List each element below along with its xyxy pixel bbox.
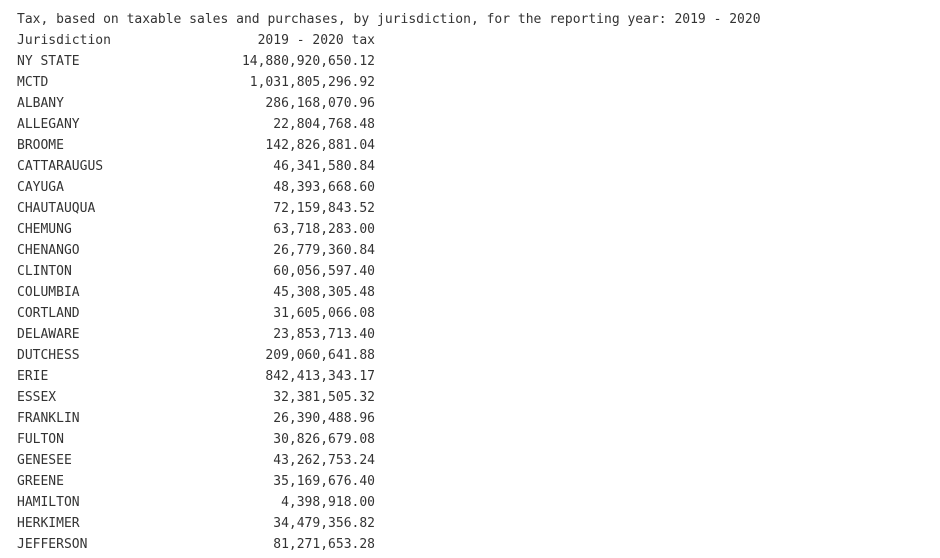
table-header-row: Jurisdiction 2019 - 2020 tax	[17, 30, 761, 51]
table-row: CAYUGA 48,393,668.60	[17, 177, 761, 198]
table-row: GREENE 35,169,676.40	[17, 471, 761, 492]
table-row: ALLEGANY 22,804,768.48	[17, 114, 761, 135]
table-row: CLINTON 60,056,597.40	[17, 261, 761, 282]
cell-tax: 4,398,918.00	[281, 495, 375, 510]
cell-jurisdiction: CAYUGA	[17, 180, 64, 195]
header-tax: 2019 - 2020 tax	[257, 33, 375, 48]
cell-tax: 35,169,676.40	[273, 474, 375, 489]
cell-jurisdiction: HERKIMER	[17, 516, 80, 531]
cell-jurisdiction: CHENANGO	[17, 243, 80, 258]
cell-jurisdiction: GREENE	[17, 474, 64, 489]
table-row: CATTARAUGUS 46,341,580.84	[17, 156, 761, 177]
table-row: DUTCHESS 209,060,641.88	[17, 345, 761, 366]
table-row: ESSEX 32,381,505.32	[17, 387, 761, 408]
table-row: NY STATE 14,880,920,650.12	[17, 51, 761, 72]
cell-tax: 1,031,805,296.92	[249, 75, 375, 90]
cell-jurisdiction: COLUMBIA	[17, 285, 80, 300]
table-row: FRANKLIN 26,390,488.96	[17, 408, 761, 429]
cell-jurisdiction: FULTON	[17, 432, 64, 447]
cell-tax: 60,056,597.40	[273, 264, 375, 279]
cell-tax: 48,393,668.60	[273, 180, 375, 195]
cell-tax: 842,413,343.17	[265, 369, 375, 384]
cell-jurisdiction: ERIE	[17, 369, 49, 384]
cell-jurisdiction: DELAWARE	[17, 327, 80, 342]
table-row: MCTD 1,031,805,296.92	[17, 72, 761, 93]
cell-tax: 22,804,768.48	[273, 117, 375, 132]
cell-tax: 286,168,070.96	[265, 96, 375, 111]
cell-tax: 63,718,283.00	[273, 222, 375, 237]
cell-jurisdiction: ALLEGANY	[17, 117, 80, 132]
table-row: DELAWARE 23,853,713.40	[17, 324, 761, 345]
table-row: HAMILTON 4,398,918.00	[17, 492, 761, 513]
table-row: CHEMUNG 63,718,283.00	[17, 219, 761, 240]
cell-jurisdiction: NY STATE	[17, 54, 80, 69]
cell-jurisdiction: CHEMUNG	[17, 222, 72, 237]
table-row: BROOME 142,826,881.04	[17, 135, 761, 156]
cell-jurisdiction: CLINTON	[17, 264, 72, 279]
cell-tax: 72,159,843.52	[273, 201, 375, 216]
cell-jurisdiction: JEFFERSON	[17, 537, 88, 552]
cell-tax: 46,341,580.84	[273, 159, 375, 174]
cell-jurisdiction: CHAUTAUQUA	[17, 201, 96, 216]
cell-jurisdiction: DUTCHESS	[17, 348, 80, 363]
cell-jurisdiction: FRANKLIN	[17, 411, 80, 426]
table-row: CORTLAND 31,605,066.08	[17, 303, 761, 324]
cell-tax: 32,381,505.32	[273, 390, 375, 405]
cell-jurisdiction: CORTLAND	[17, 306, 80, 321]
cell-jurisdiction: CATTARAUGUS	[17, 159, 104, 174]
table-row: JEFFERSON 81,271,653.28	[17, 534, 761, 555]
cell-tax: 43,262,753.24	[273, 453, 375, 468]
output-title: Tax, based on taxable sales and purchase…	[17, 12, 761, 27]
table-row: CHENANGO 26,779,360.84	[17, 240, 761, 261]
cell-tax: 30,826,679.08	[273, 432, 375, 447]
cell-jurisdiction: GENESEE	[17, 453, 72, 468]
table-row: COLUMBIA 45,308,305.48	[17, 282, 761, 303]
cell-jurisdiction: HAMILTON	[17, 495, 80, 510]
cell-tax: 23,853,713.40	[273, 327, 375, 342]
cell-tax: 209,060,641.88	[265, 348, 375, 363]
table-row: GENESEE 43,262,753.24	[17, 450, 761, 471]
table-row: FULTON 30,826,679.08	[17, 429, 761, 450]
cell-jurisdiction: ESSEX	[17, 390, 57, 405]
cell-jurisdiction: MCTD	[17, 75, 49, 90]
cell-tax: 34,479,356.82	[273, 516, 375, 531]
table-row: ERIE 842,413,343.17	[17, 366, 761, 387]
console-output: Tax, based on taxable sales and purchase…	[17, 9, 761, 555]
table-row: ALBANY 286,168,070.96	[17, 93, 761, 114]
cell-tax: 45,308,305.48	[273, 285, 375, 300]
cell-jurisdiction: ALBANY	[17, 96, 64, 111]
table-body: NY STATE 14,880,920,650.12 MCTD 1,031,805,2…	[17, 51, 761, 555]
cell-jurisdiction: BROOME	[17, 138, 64, 153]
table-row: CHAUTAUQUA 72,159,843.52	[17, 198, 761, 219]
cell-tax: 81,271,653.28	[273, 537, 375, 552]
table-row: HERKIMER 34,479,356.82	[17, 513, 761, 534]
cell-tax: 26,779,360.84	[273, 243, 375, 258]
header-jurisdiction: Jurisdiction	[17, 33, 111, 48]
cell-tax: 26,390,488.96	[273, 411, 375, 426]
cell-tax: 31,605,066.08	[273, 306, 375, 321]
cell-tax: 14,880,920,650.12	[241, 54, 375, 69]
cell-tax: 142,826,881.04	[265, 138, 375, 153]
